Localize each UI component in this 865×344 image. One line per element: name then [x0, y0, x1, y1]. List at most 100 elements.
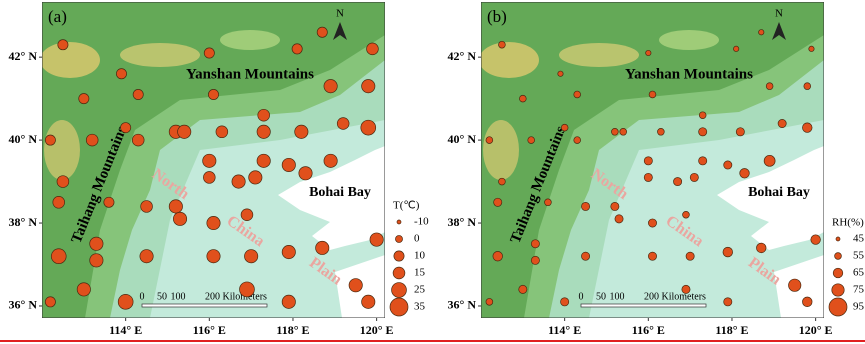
station [699, 112, 706, 119]
station [173, 212, 186, 225]
station [86, 134, 98, 146]
lat-label: 38° N [9, 215, 38, 229]
station [169, 200, 182, 213]
station [809, 46, 814, 51]
station [611, 128, 618, 135]
mountain-label: Yanshan Mountains [186, 66, 314, 82]
station [493, 251, 503, 261]
station [690, 173, 698, 181]
station [349, 279, 362, 292]
legend-label: 55 [853, 250, 865, 262]
station [258, 109, 270, 121]
station [207, 216, 220, 229]
scale-label: 200 Kilometers [644, 291, 706, 302]
station [257, 154, 270, 167]
legend-label: 65 [853, 267, 865, 279]
scale-bar [581, 304, 706, 307]
station [804, 83, 811, 90]
legend-title: RH(%) [832, 217, 864, 229]
legend-mark [833, 268, 843, 278]
lat-label: 40° N [9, 132, 38, 146]
station [723, 247, 733, 257]
legend-mark [397, 220, 401, 224]
station [528, 137, 535, 144]
legend-mark [835, 253, 842, 260]
station [244, 250, 257, 263]
station [778, 119, 786, 127]
station [499, 178, 506, 185]
station [208, 89, 218, 99]
station [324, 80, 337, 93]
station [699, 128, 707, 136]
station [77, 283, 90, 296]
station [216, 126, 228, 138]
station [324, 154, 337, 167]
station [133, 89, 143, 99]
station [204, 48, 214, 58]
station [759, 30, 764, 35]
station [486, 137, 493, 144]
station [53, 196, 65, 208]
lat-label: 36° N [448, 298, 477, 312]
station [648, 252, 656, 260]
station [531, 240, 539, 248]
lat-label: 42° N [9, 49, 38, 63]
lon-label: 118° E [715, 323, 748, 337]
station [257, 125, 270, 138]
station [295, 125, 308, 138]
station [740, 168, 750, 178]
station [282, 295, 295, 308]
station [545, 199, 552, 206]
scale-label: 50 [157, 291, 167, 302]
station [282, 245, 295, 258]
station [486, 298, 493, 305]
legend-mark [395, 235, 402, 242]
station [802, 123, 812, 133]
station [57, 176, 69, 188]
scale-label: 0 [579, 291, 584, 302]
station [51, 249, 66, 264]
station [58, 40, 68, 50]
station [581, 252, 589, 260]
station [648, 219, 656, 227]
scale-bar [142, 304, 267, 307]
lat-label: 38° N [448, 215, 477, 229]
legend-label: 15 [414, 267, 426, 279]
station [362, 80, 375, 93]
station [249, 171, 262, 184]
bay-label: Bohai Bay [309, 185, 371, 200]
station [337, 118, 349, 130]
station [367, 43, 379, 55]
legend-mark [832, 284, 844, 296]
station [317, 27, 327, 37]
station [79, 94, 89, 104]
legend-mark [836, 237, 840, 241]
lon-label: 116° E [632, 323, 665, 337]
lat-label: 42° N [448, 49, 477, 63]
station [519, 285, 527, 293]
panel-label: (b) [487, 7, 507, 26]
scale-label: 0 [140, 291, 145, 302]
station [646, 50, 651, 55]
station [45, 135, 55, 145]
station [811, 235, 821, 245]
lat-label: 40° N [448, 132, 477, 146]
station [207, 250, 220, 263]
station [683, 211, 690, 218]
lat-label: 36° N [9, 298, 38, 312]
station [203, 154, 216, 167]
station [802, 297, 812, 307]
station [682, 285, 690, 293]
legend-mark [829, 298, 847, 316]
station [499, 41, 506, 48]
station [649, 91, 656, 98]
legend-label: 0 [414, 233, 420, 245]
legend-label: 95 [853, 301, 865, 313]
station [789, 279, 801, 291]
station [140, 250, 153, 263]
station [361, 120, 376, 135]
station [370, 233, 383, 246]
station [299, 167, 312, 180]
figure: (a)42° N40° N38° N36° N114° E116° E118° … [0, 0, 865, 344]
station [724, 161, 732, 169]
